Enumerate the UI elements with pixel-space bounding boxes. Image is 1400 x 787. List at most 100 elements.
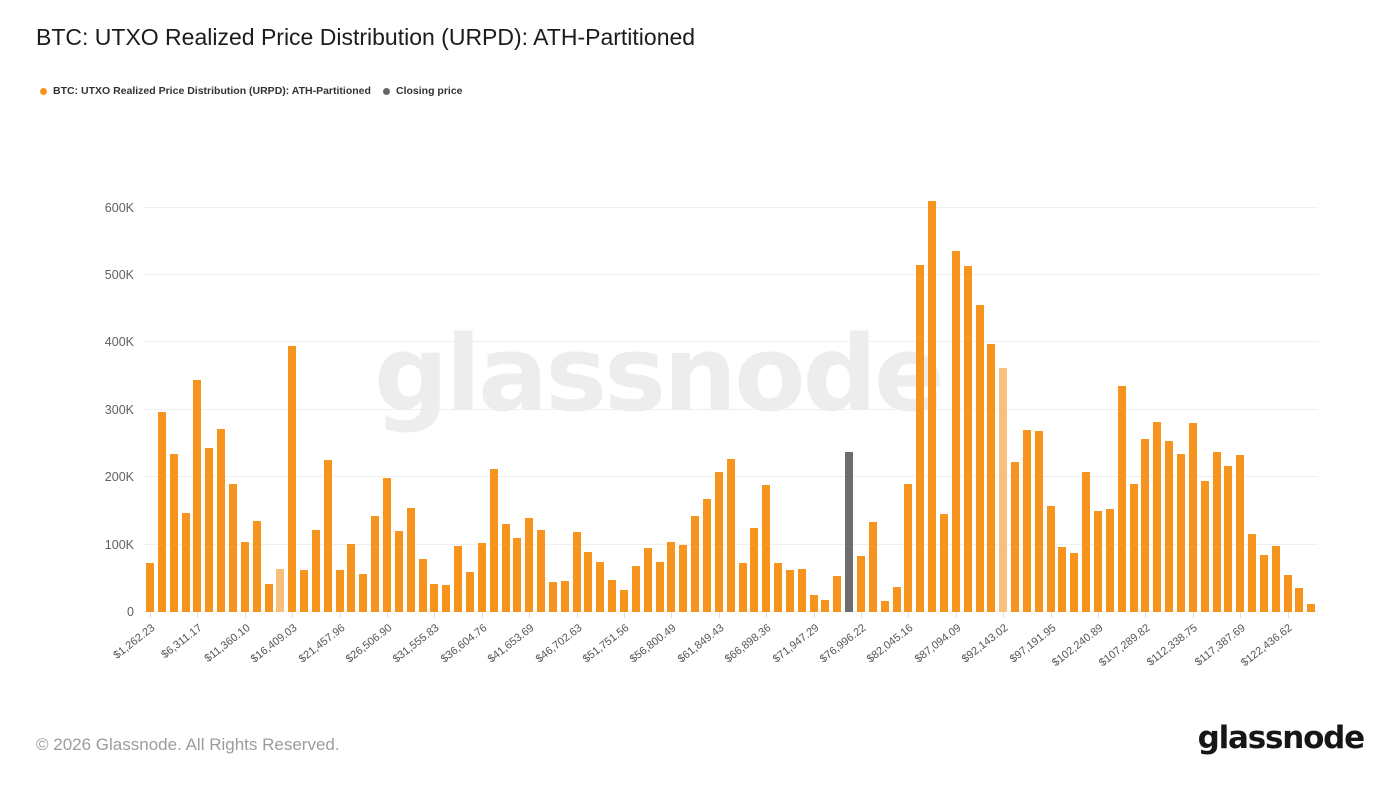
urpd-bar[interactable] [762, 485, 771, 612]
urpd-bar[interactable] [596, 562, 605, 612]
urpd-bar[interactable] [537, 530, 546, 612]
urpd-bar[interactable] [1176, 454, 1185, 612]
urpd-bar[interactable] [548, 582, 557, 612]
urpd-bar[interactable] [655, 562, 664, 612]
urpd-bar[interactable] [383, 477, 391, 612]
urpd-bar[interactable] [525, 517, 534, 612]
urpd-bar[interactable] [560, 581, 569, 612]
urpd-bar[interactable] [323, 459, 332, 612]
urpd-bar[interactable] [169, 453, 178, 612]
urpd-bar[interactable] [999, 368, 1008, 612]
urpd-bar[interactable] [1046, 506, 1055, 612]
urpd-bar[interactable] [1295, 587, 1304, 612]
urpd-bar[interactable] [774, 563, 783, 612]
legend-item-urpd[interactable]: BTC: UTXO Realized Price Distribution (U… [40, 85, 371, 97]
urpd-bar[interactable] [1236, 454, 1245, 612]
urpd-bar[interactable] [608, 580, 617, 612]
urpd-bar[interactable] [217, 428, 226, 612]
urpd-bar[interactable] [335, 570, 344, 612]
closing-price-bar[interactable] [845, 451, 854, 612]
urpd-bar[interactable] [406, 508, 415, 612]
urpd-bar[interactable] [963, 266, 972, 612]
urpd-bar[interactable] [371, 515, 380, 612]
urpd-bar[interactable] [631, 566, 640, 612]
urpd-bar[interactable] [868, 521, 877, 612]
urpd-bar[interactable] [1129, 483, 1138, 612]
urpd-bar[interactable] [572, 531, 581, 612]
urpd-bar[interactable] [1153, 421, 1162, 612]
urpd-bar[interactable] [240, 541, 249, 612]
urpd-bar[interactable] [785, 570, 794, 612]
urpd-bar[interactable] [809, 595, 818, 612]
urpd-bar[interactable] [928, 200, 937, 612]
urpd-bar[interactable] [987, 344, 996, 612]
urpd-bar[interactable] [465, 571, 474, 612]
urpd-bar[interactable] [442, 585, 451, 612]
urpd-bar[interactable] [1034, 431, 1043, 612]
urpd-bar[interactable] [1188, 422, 1197, 612]
urpd-bar[interactable] [620, 589, 628, 612]
urpd-bar[interactable] [738, 562, 747, 612]
urpd-bar[interactable] [797, 568, 806, 612]
urpd-bar[interactable] [880, 601, 889, 612]
urpd-bar[interactable] [1259, 555, 1268, 612]
urpd-bar[interactable] [1011, 462, 1020, 612]
urpd-bar[interactable] [311, 530, 320, 612]
urpd-bar[interactable] [951, 250, 960, 612]
urpd-bar[interactable] [821, 599, 830, 612]
urpd-bar[interactable] [904, 483, 913, 612]
urpd-bar[interactable] [193, 380, 202, 612]
urpd-bar[interactable] [1141, 439, 1150, 612]
urpd-bar[interactable] [264, 583, 273, 612]
urpd-bar[interactable] [1224, 466, 1233, 612]
urpd-bar[interactable] [418, 558, 427, 612]
urpd-bar[interactable] [454, 545, 463, 612]
urpd-bar[interactable] [1307, 603, 1316, 612]
urpd-bar[interactable] [501, 524, 510, 612]
urpd-bar[interactable] [252, 521, 261, 612]
urpd-bar[interactable] [667, 541, 676, 612]
legend-item-closing-price[interactable]: Closing price [383, 85, 463, 97]
urpd-bar[interactable] [1248, 533, 1257, 612]
urpd-bar[interactable] [513, 537, 522, 612]
urpd-bar[interactable] [489, 469, 498, 612]
urpd-bar[interactable] [1165, 441, 1174, 612]
urpd-bar[interactable] [1094, 510, 1102, 612]
urpd-bar[interactable] [833, 576, 842, 612]
urpd-bar[interactable] [857, 556, 865, 612]
urpd-bar[interactable] [300, 569, 309, 612]
urpd-bar[interactable] [679, 544, 688, 612]
urpd-bar[interactable] [726, 459, 735, 612]
urpd-bar[interactable] [584, 552, 593, 612]
urpd-bar[interactable] [691, 515, 700, 612]
urpd-bar[interactable] [276, 568, 285, 612]
urpd-bar[interactable] [1212, 451, 1221, 612]
urpd-bar[interactable] [916, 264, 925, 612]
urpd-bar[interactable] [477, 542, 486, 612]
urpd-bar[interactable] [750, 527, 759, 612]
urpd-bar[interactable] [714, 471, 723, 612]
urpd-bar[interactable] [1200, 480, 1209, 612]
urpd-bar[interactable] [643, 547, 652, 612]
urpd-bar[interactable] [146, 562, 154, 612]
urpd-bar[interactable] [394, 531, 403, 612]
urpd-bar[interactable] [430, 584, 439, 612]
urpd-bar[interactable] [702, 498, 711, 612]
urpd-bar[interactable] [157, 411, 166, 612]
urpd-bar[interactable] [347, 543, 356, 612]
urpd-bar[interactable] [939, 514, 948, 612]
urpd-bar[interactable] [1070, 552, 1079, 612]
urpd-bar[interactable] [288, 345, 297, 612]
urpd-bar[interactable] [1283, 574, 1292, 612]
urpd-bar[interactable] [228, 483, 237, 612]
urpd-bar[interactable] [1022, 430, 1031, 612]
urpd-bar[interactable] [1082, 471, 1091, 612]
urpd-bar[interactable] [975, 305, 984, 612]
urpd-bar[interactable] [359, 573, 368, 612]
urpd-bar[interactable] [892, 587, 901, 612]
urpd-bar[interactable] [1058, 546, 1067, 612]
urpd-bar[interactable] [1271, 545, 1280, 612]
urpd-bar[interactable] [181, 512, 190, 612]
urpd-bar[interactable] [1105, 508, 1114, 612]
urpd-bar[interactable] [1117, 386, 1126, 612]
